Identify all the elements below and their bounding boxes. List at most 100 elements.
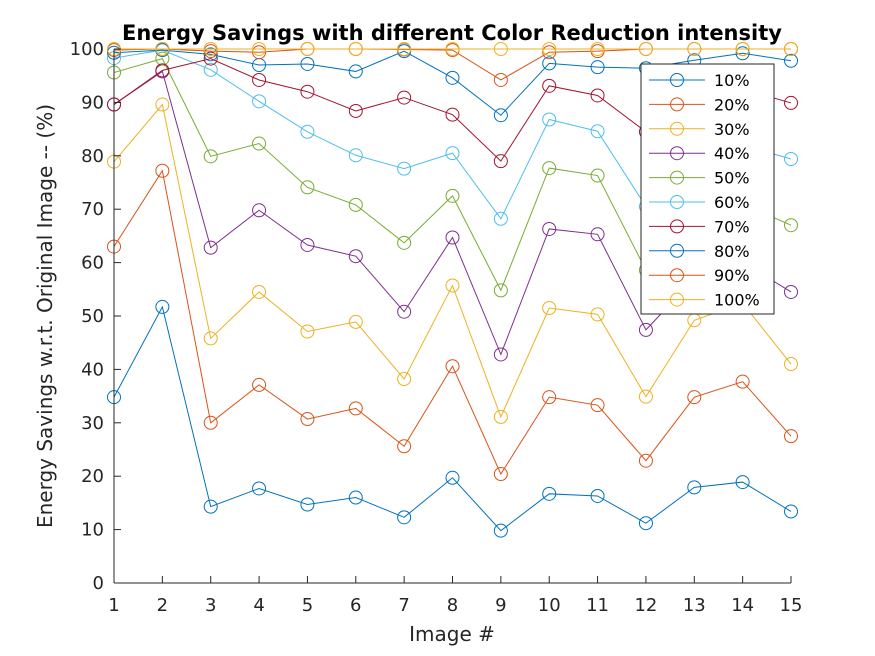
data-point [300,56,315,71]
data-point [638,42,653,56]
data-point [493,409,508,424]
x-tick-label: 5 [302,595,313,616]
legend-marker [670,170,684,185]
data-point [493,211,508,226]
data-point [445,470,460,485]
legend-marker [670,219,684,234]
y-tick-label: 100 [70,39,104,60]
data-point [252,42,267,56]
data-point [348,401,363,416]
data-point [203,62,218,77]
data-point [203,240,218,255]
data-point [735,46,750,61]
data-point [784,504,798,519]
data-point [445,359,460,374]
x-tick-label: 4 [253,595,264,616]
data-point [542,300,557,315]
data-point [155,63,170,78]
data-point [203,331,218,346]
data-point [348,314,363,329]
chart-title: Energy Savings with different Color Redu… [122,21,782,45]
x-axis-label: Image # [409,622,495,646]
legend-entry: 50% [649,169,750,188]
data-point [397,372,412,387]
data-point [300,237,315,252]
data-point [348,249,363,264]
data-point [445,188,460,203]
y-tick-label: 90 [81,92,104,113]
data-point [203,415,218,430]
data-point [252,481,267,496]
series-line [113,103,792,419]
data-point [252,45,267,60]
legend-entry: 100% [649,291,760,310]
x-tick-label: 11 [586,595,609,616]
data-point [252,203,267,218]
legend-marker [670,195,684,209]
legend-entry: 70% [649,217,750,236]
legend-marker [670,146,684,161]
data-point [638,322,653,337]
data-point [638,453,653,468]
data-point [493,523,508,538]
x-tick-label: 12 [634,595,657,616]
x-tick-label: 8 [447,595,458,616]
data-point [638,516,653,531]
data-point [445,42,460,56]
legend-entry: 20% [649,95,750,114]
series-line [113,305,792,532]
legend-entry: 80% [649,242,750,261]
y-axis-label: Energy Savings w.r.t. Original Image -- … [33,104,57,528]
y-tick-label: 70 [81,199,104,220]
data-point [252,284,267,299]
data-point [155,163,170,178]
y-tick-label: 80 [81,146,104,167]
data-point [735,374,750,389]
legend: 10% 20% 30% 40% 50% 60% 70% 80% 90% 100% [640,63,775,315]
data-point [590,60,605,75]
data-point [542,161,557,176]
data-point [300,42,315,56]
data-point [735,42,750,56]
legend-marker [670,243,684,258]
legend-label: 10% [714,71,750,90]
series-line [113,49,792,116]
series-10 [107,42,798,56]
data-point [493,467,508,482]
data-point [784,284,798,299]
series-2 [107,163,798,482]
data-point [445,70,460,85]
data-point [252,72,267,87]
x-tick-label: 3 [205,595,216,616]
data-point [590,88,605,103]
legend-entry: 60% [649,193,750,212]
data-point [300,124,315,139]
x-tick-label: 15 [780,595,803,616]
data-point [348,42,363,56]
data-point [397,42,412,56]
data-point [784,218,798,233]
data-point [155,42,170,56]
data-point [203,149,218,164]
data-point [445,230,460,245]
y-tick-label: 50 [81,306,104,327]
series-line [113,169,792,476]
legend-entry: 30% [649,120,750,139]
legend-label: 90% [714,266,750,285]
x-tick-label: 9 [495,595,506,616]
y-tick-label: 0 [93,573,104,594]
data-point [252,377,267,392]
data-point [542,221,557,236]
data-point [300,497,315,512]
data-point [542,390,557,405]
data-point [638,389,653,404]
data-point [300,324,315,339]
data-point [590,488,605,503]
data-point [590,124,605,139]
legend-label: 100% [714,291,760,310]
data-point [784,53,798,68]
legend-label: 30% [714,120,750,139]
legend-label: 40% [714,144,750,163]
data-point [348,103,363,118]
